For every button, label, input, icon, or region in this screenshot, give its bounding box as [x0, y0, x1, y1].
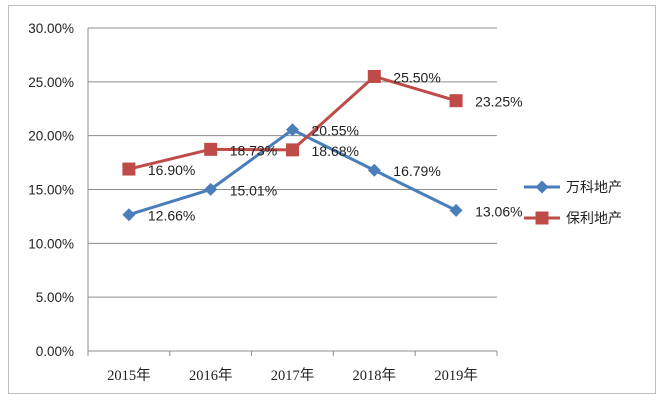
- chart-frame: [8, 5, 656, 394]
- data-label: 23.25%: [475, 94, 522, 110]
- data-point-square: [286, 143, 299, 157]
- data-label: 18.73%: [230, 142, 277, 158]
- x-tick-label: 2016年: [189, 367, 233, 384]
- series: [122, 69, 463, 222]
- data-point-diamond: [367, 163, 381, 177]
- data-point-square: [449, 94, 463, 108]
- data-labels: 12.66% 15.01% 20.55% 16.79% 13.06% 16.90% 18.7…: [148, 69, 523, 223]
- legend-label: 保利地产: [566, 211, 622, 227]
- data-label: 18.68%: [312, 143, 359, 159]
- y-tick-label: 30.00%: [28, 21, 74, 36]
- data-point-diamond: [286, 123, 299, 137]
- legend-label: 万科地产: [566, 180, 622, 196]
- data-point-diamond: [204, 182, 218, 196]
- x-tick-label: 2015年: [107, 367, 151, 384]
- x-tick-labels: 2015年 2016年 2017年 2018年 2019年: [107, 367, 478, 384]
- y-tick-labels: 0.00% 5.00% 10.00% 15.00% 20.00% 25.00% 30.00%: [28, 21, 74, 359]
- data-point-diamond: [449, 203, 463, 217]
- data-point-square: [535, 211, 549, 225]
- data-label: 16.79%: [393, 163, 440, 179]
- data-point-square: [122, 162, 136, 176]
- data-label: 12.66%: [148, 208, 195, 224]
- y-tick-label: 20.00%: [28, 129, 74, 144]
- x-tick-label: 2018年: [353, 367, 397, 384]
- data-label: 20.55%: [312, 123, 359, 139]
- y-tick-label: 15.00%: [28, 183, 74, 198]
- y-tick-label: 10.00%: [28, 236, 74, 251]
- axes: [87, 28, 498, 356]
- data-label: 13.06%: [475, 203, 522, 219]
- y-tick-label: 5.00%: [36, 290, 74, 305]
- data-label: 25.50%: [393, 69, 440, 85]
- x-tick-label: 2019年: [434, 367, 478, 384]
- data-point-diamond: [122, 208, 136, 222]
- y-tick-label: 25.00%: [28, 75, 74, 90]
- data-point-square: [367, 69, 381, 83]
- data-label: 16.90%: [148, 162, 195, 178]
- data-point-diamond: [535, 180, 549, 194]
- y-tick-label: 0.00%: [36, 344, 74, 359]
- x-tick-label: 2017年: [271, 367, 315, 384]
- data-label: 15.01%: [230, 182, 277, 198]
- data-point-square: [204, 142, 218, 156]
